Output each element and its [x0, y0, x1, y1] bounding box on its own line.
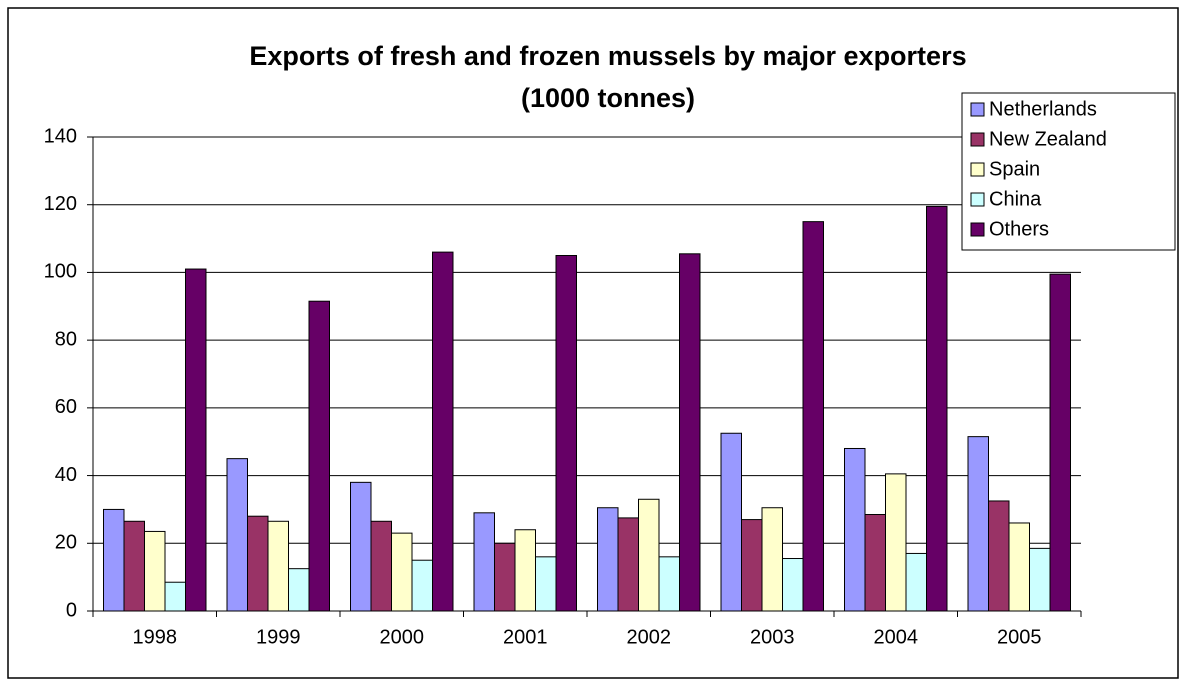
- bar: [864, 514, 886, 612]
- bar: [1029, 547, 1051, 612]
- bar: [391, 532, 413, 612]
- y-tick-label: 60: [55, 396, 77, 418]
- bar: [267, 520, 289, 612]
- chart-title: Exports of fresh and frozen mussels by m…: [249, 41, 966, 71]
- bar: [370, 520, 392, 612]
- legend-swatch: [970, 192, 985, 207]
- chart-subtitle: (1000 tonnes): [521, 83, 695, 113]
- legend-swatch: [970, 102, 985, 117]
- bar: [1049, 273, 1071, 612]
- legend-label: Netherlands: [989, 98, 1097, 120]
- y-tick-label: 120: [44, 193, 77, 215]
- bar: [597, 507, 619, 612]
- bar: [308, 300, 330, 612]
- legend-label: China: [989, 188, 1042, 210]
- legend-label: Others: [989, 218, 1049, 240]
- x-tick-label: 2003: [750, 626, 795, 648]
- bar: [144, 530, 166, 612]
- bar: [844, 447, 866, 612]
- bar: [164, 581, 186, 612]
- bar: [967, 436, 989, 612]
- bar: [288, 568, 310, 612]
- legend-label: New Zealand: [989, 128, 1107, 150]
- bar: [802, 221, 824, 612]
- bar: [411, 559, 433, 612]
- bar: [247, 515, 269, 612]
- x-tick-label: 2000: [380, 626, 425, 648]
- bar: [905, 552, 927, 612]
- legend-box: [961, 92, 1176, 251]
- bar: [494, 542, 516, 612]
- bar: [123, 520, 145, 612]
- y-tick-label: 20: [55, 532, 77, 554]
- bar: [741, 519, 763, 612]
- y-tick-label: 100: [44, 261, 77, 283]
- bar: [638, 498, 660, 612]
- bar: [782, 558, 804, 612]
- x-tick-label: 2001: [503, 626, 548, 648]
- bar: [226, 458, 248, 612]
- bar: [658, 556, 680, 612]
- bar: [185, 268, 207, 612]
- bar: [679, 253, 701, 612]
- bar: [535, 556, 557, 612]
- bar: [514, 529, 536, 612]
- y-tick-label: 40: [55, 464, 77, 486]
- x-tick-label: 2002: [627, 626, 672, 648]
- legend-swatch: [970, 222, 985, 237]
- x-tick-label: 1998: [133, 626, 178, 648]
- x-tick-label: 2005: [997, 626, 1042, 648]
- legend-label: Spain: [989, 158, 1040, 180]
- bar: [1008, 522, 1030, 612]
- y-tick-label: 0: [66, 599, 77, 621]
- x-tick-label: 2004: [874, 626, 919, 648]
- bar: [926, 205, 948, 612]
- bar: [555, 255, 577, 612]
- bar: [720, 432, 742, 612]
- bar: [761, 507, 783, 612]
- bar: [617, 517, 639, 612]
- y-tick-label: 80: [55, 328, 77, 350]
- y-tick-label: 140: [44, 125, 77, 147]
- x-tick-label: 1999: [256, 626, 301, 648]
- bar: [432, 251, 454, 612]
- bar: [350, 481, 372, 612]
- legend-swatch: [970, 162, 985, 177]
- bar: [885, 473, 907, 612]
- legend-swatch: [970, 132, 985, 147]
- bar: [103, 508, 125, 612]
- bar: [988, 500, 1010, 612]
- bar: [473, 512, 495, 612]
